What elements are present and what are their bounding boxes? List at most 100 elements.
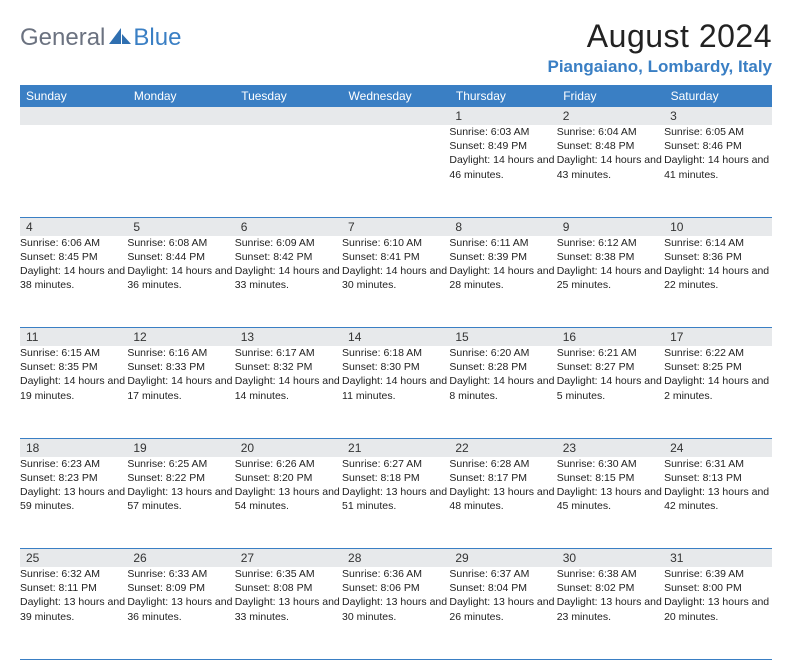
daylight-text: Daylight: 14 hours and 8 minutes. [449, 374, 556, 402]
daylight-text: Daylight: 13 hours and 51 minutes. [342, 485, 449, 513]
sunrise-text: Sunrise: 6:11 AM [449, 236, 556, 250]
day-content-cell [235, 125, 342, 217]
daylight-text: Daylight: 14 hours and 33 minutes. [235, 264, 342, 292]
sunrise-text: Sunrise: 6:30 AM [557, 457, 664, 471]
day-number-cell [20, 107, 127, 125]
sunset-text: Sunset: 8:11 PM [20, 581, 127, 595]
sunrise-text: Sunrise: 6:14 AM [664, 236, 771, 250]
daylight-text: Daylight: 14 hours and 19 minutes. [20, 374, 127, 402]
daylight-text: Daylight: 14 hours and 46 minutes. [449, 153, 556, 181]
day-number-cell: 3 [664, 107, 771, 125]
content-row: Sunrise: 6:15 AMSunset: 8:35 PMDaylight:… [20, 346, 772, 438]
sunset-text: Sunset: 8:15 PM [557, 471, 664, 485]
daylight-text: Daylight: 14 hours and 41 minutes. [664, 153, 771, 181]
sunset-text: Sunset: 8:23 PM [20, 471, 127, 485]
day-number-cell: 19 [127, 438, 234, 457]
day-number: 4 [20, 218, 127, 236]
sunrise-text: Sunrise: 6:06 AM [20, 236, 127, 250]
day-number: 22 [449, 439, 556, 457]
day-number-cell [342, 107, 449, 125]
day-number: 3 [664, 107, 771, 125]
daylight-text: Daylight: 14 hours and 22 minutes. [664, 264, 771, 292]
day-number-cell: 8 [449, 217, 556, 236]
day-content-cell: Sunrise: 6:15 AMSunset: 8:35 PMDaylight:… [20, 346, 127, 438]
day-number: 9 [557, 218, 664, 236]
sunset-text: Sunset: 8:39 PM [449, 250, 556, 264]
daylight-text: Daylight: 13 hours and 33 minutes. [235, 595, 342, 623]
sunset-text: Sunset: 8:09 PM [127, 581, 234, 595]
day-number: 5 [127, 218, 234, 236]
day-number-cell: 9 [557, 217, 664, 236]
day-content-cell: Sunrise: 6:25 AMSunset: 8:22 PMDaylight:… [127, 457, 234, 549]
day-content-cell: Sunrise: 6:26 AMSunset: 8:20 PMDaylight:… [235, 457, 342, 549]
month-title: August 2024 [547, 18, 772, 55]
day-number: 11 [20, 328, 127, 346]
sunrise-text: Sunrise: 6:20 AM [449, 346, 556, 360]
day-content-cell: Sunrise: 6:33 AMSunset: 8:09 PMDaylight:… [127, 567, 234, 659]
day-number: 26 [127, 549, 234, 567]
sunrise-text: Sunrise: 6:23 AM [20, 457, 127, 471]
sunrise-text: Sunrise: 6:33 AM [127, 567, 234, 581]
daynum-row: 123 [20, 107, 772, 125]
day-number: 25 [20, 549, 127, 567]
sunset-text: Sunset: 8:04 PM [449, 581, 556, 595]
day-content-cell: Sunrise: 6:17 AMSunset: 8:32 PMDaylight:… [235, 346, 342, 438]
daylight-text: Daylight: 13 hours and 30 minutes. [342, 595, 449, 623]
day-content-cell: Sunrise: 6:14 AMSunset: 8:36 PMDaylight:… [664, 236, 771, 328]
day-content-cell: Sunrise: 6:10 AMSunset: 8:41 PMDaylight:… [342, 236, 449, 328]
sunrise-text: Sunrise: 6:10 AM [342, 236, 449, 250]
sunset-text: Sunset: 8:48 PM [557, 139, 664, 153]
day-number: 30 [557, 549, 664, 567]
sunset-text: Sunset: 8:02 PM [557, 581, 664, 595]
daylight-text: Daylight: 13 hours and 54 minutes. [235, 485, 342, 513]
logo-text-blue: Blue [133, 24, 181, 52]
daynum-row: 11121314151617 [20, 328, 772, 347]
sunset-text: Sunset: 8:22 PM [127, 471, 234, 485]
day-number: 16 [557, 328, 664, 346]
day-content-cell: Sunrise: 6:12 AMSunset: 8:38 PMDaylight:… [557, 236, 664, 328]
sunrise-text: Sunrise: 6:26 AM [235, 457, 342, 471]
daylight-text: Daylight: 13 hours and 26 minutes. [449, 595, 556, 623]
logo-text-general: General [20, 24, 105, 52]
day-content-cell: Sunrise: 6:23 AMSunset: 8:23 PMDaylight:… [20, 457, 127, 549]
day-number: 15 [449, 328, 556, 346]
sunrise-text: Sunrise: 6:25 AM [127, 457, 234, 471]
sunrise-text: Sunrise: 6:37 AM [449, 567, 556, 581]
day-content-cell: Sunrise: 6:39 AMSunset: 8:00 PMDaylight:… [664, 567, 771, 659]
day-number: 12 [127, 328, 234, 346]
daylight-text: Daylight: 14 hours and 36 minutes. [127, 264, 234, 292]
sunset-text: Sunset: 8:08 PM [235, 581, 342, 595]
day-number-cell: 7 [342, 217, 449, 236]
day-content-cell: Sunrise: 6:28 AMSunset: 8:17 PMDaylight:… [449, 457, 556, 549]
daylight-text: Daylight: 14 hours and 28 minutes. [449, 264, 556, 292]
sunset-text: Sunset: 8:00 PM [664, 581, 771, 595]
sunset-text: Sunset: 8:20 PM [235, 471, 342, 485]
content-row: Sunrise: 6:03 AMSunset: 8:49 PMDaylight:… [20, 125, 772, 217]
sunrise-text: Sunrise: 6:22 AM [664, 346, 771, 360]
day-number-cell: 28 [342, 549, 449, 568]
day-number-cell: 14 [342, 328, 449, 347]
content-row: Sunrise: 6:06 AMSunset: 8:45 PMDaylight:… [20, 236, 772, 328]
day-number-cell: 22 [449, 438, 556, 457]
day-number-cell: 4 [20, 217, 127, 236]
daylight-text: Daylight: 14 hours and 25 minutes. [557, 264, 664, 292]
day-content-cell: Sunrise: 6:30 AMSunset: 8:15 PMDaylight:… [557, 457, 664, 549]
day-number-cell [127, 107, 234, 125]
day-number: 1 [449, 107, 556, 125]
day-content-cell: Sunrise: 6:08 AMSunset: 8:44 PMDaylight:… [127, 236, 234, 328]
sunrise-text: Sunrise: 6:09 AM [235, 236, 342, 250]
weekday-header: Thursday [449, 85, 556, 107]
day-number-cell: 17 [664, 328, 771, 347]
day-number-cell: 29 [449, 549, 556, 568]
daylight-text: Daylight: 13 hours and 42 minutes. [664, 485, 771, 513]
day-number-cell: 10 [664, 217, 771, 236]
day-content-cell: Sunrise: 6:36 AMSunset: 8:06 PMDaylight:… [342, 567, 449, 659]
sunset-text: Sunset: 8:33 PM [127, 360, 234, 374]
daylight-text: Daylight: 13 hours and 59 minutes. [20, 485, 127, 513]
sunset-text: Sunset: 8:35 PM [20, 360, 127, 374]
day-number-cell: 21 [342, 438, 449, 457]
day-number: 8 [449, 218, 556, 236]
day-number-cell: 25 [20, 549, 127, 568]
day-content-cell: Sunrise: 6:18 AMSunset: 8:30 PMDaylight:… [342, 346, 449, 438]
day-content-cell: Sunrise: 6:11 AMSunset: 8:39 PMDaylight:… [449, 236, 556, 328]
